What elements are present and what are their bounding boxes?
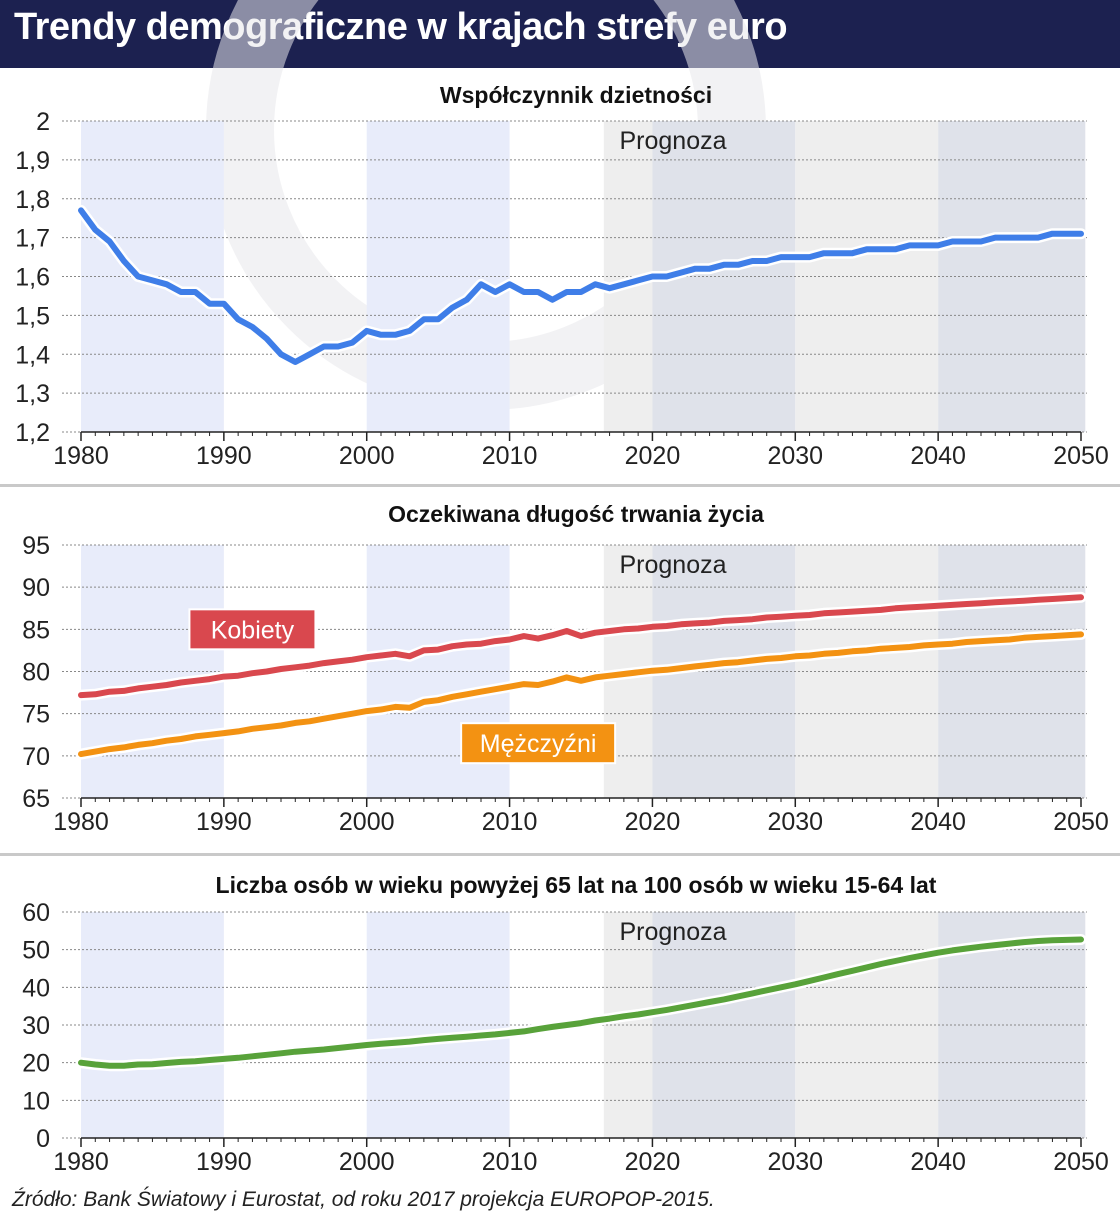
y-tick-label: 1,5 <box>15 302 50 330</box>
y-tick-label: 40 <box>22 974 50 1002</box>
y-tick-label: 20 <box>22 1050 50 1078</box>
x-tick-label: 2050 <box>1053 1148 1109 1176</box>
y-tick-label: 50 <box>22 937 50 965</box>
y-tick-label: 75 <box>22 701 50 729</box>
series-line <box>78 594 1084 699</box>
x-tick-label: 2020 <box>625 442 681 470</box>
series-line <box>78 207 1084 365</box>
x-tick-label: 1990 <box>196 808 252 836</box>
x-tick-label: 2040 <box>910 1148 966 1176</box>
series-line <box>78 631 1084 758</box>
y-tick-label: 30 <box>22 1012 50 1040</box>
y-tick-label: 80 <box>22 659 50 687</box>
y-tick-label: 0 <box>36 1125 50 1153</box>
x-tick-label: 2010 <box>482 1148 538 1176</box>
y-tick-label: 60 <box>22 899 50 927</box>
forecast-label: Prognoza <box>619 551 726 579</box>
x-tick-label: 2010 <box>482 442 538 470</box>
chart-title: Współczynnik dzietności <box>440 82 712 108</box>
chart-title: Oczekiwana długość trwania życia <box>388 501 764 527</box>
y-tick-label: 10 <box>22 1087 50 1115</box>
panel-separator <box>0 484 1120 487</box>
y-tick-label: 1,8 <box>15 186 50 214</box>
x-tick-label: 2030 <box>767 808 823 836</box>
chart-panel-1: 1,2 1,3 1,4 1,5 1,6 1,7 1,8 1,9 2 1980 1990 2000 201… <box>15 82 1109 470</box>
series-label: Mężczyźni <box>480 730 597 758</box>
x-tick-label: 2030 <box>767 442 823 470</box>
series-label-box <box>188 608 317 651</box>
y-tick-label: 1,7 <box>15 225 50 253</box>
x-tick-label: 1980 <box>53 442 109 470</box>
chart-panel-2: 65 70 75 80 85 90 95 1980 1990 2000 2010 2020 2030 20… <box>0 484 1120 836</box>
y-tick-label: 70 <box>22 743 50 771</box>
series-line <box>78 936 1084 1069</box>
y-tick-label: 85 <box>22 616 50 644</box>
x-tick-label: 2010 <box>482 808 538 836</box>
source-note: Źródło: Bank Światowy i Eurostat, od rok… <box>12 1188 715 1211</box>
y-tick-label: 90 <box>22 574 50 602</box>
x-tick-label: 1980 <box>53 808 109 836</box>
x-tick-label: 1990 <box>196 442 252 470</box>
series-label-box <box>460 722 617 765</box>
background-band <box>81 545 224 798</box>
y-tick-label: 1,3 <box>15 380 50 408</box>
forecast-label: Prognoza <box>619 127 726 155</box>
y-tick-label: 95 <box>22 532 50 560</box>
x-tick-label: 2020 <box>625 1148 681 1176</box>
y-tick-label: 1,2 <box>15 419 50 447</box>
y-tick-label: 65 <box>22 785 50 813</box>
x-tick-label: 2040 <box>910 808 966 836</box>
x-tick-label: 2000 <box>339 442 395 470</box>
x-tick-label: 2050 <box>1053 442 1109 470</box>
x-tick-label: 2000 <box>339 1148 395 1176</box>
y-tick-label: 1,6 <box>15 264 50 292</box>
x-tick-label: 2020 <box>625 808 681 836</box>
x-tick-label: 2050 <box>1053 808 1109 836</box>
series-label: Kobiety <box>211 616 295 644</box>
y-tick-label: 2 <box>36 108 50 136</box>
x-tick-label: 1980 <box>53 1148 109 1176</box>
chart-title: Liczba osób w wieku powyżej 65 lat na 10… <box>216 872 937 898</box>
y-tick-label: 1,9 <box>15 147 50 175</box>
x-tick-label: 1990 <box>196 1148 252 1176</box>
panel-separator <box>0 853 1120 856</box>
x-tick-label: 2030 <box>767 1148 823 1176</box>
forecast-label: Prognoza <box>619 918 726 946</box>
background-band <box>81 912 224 1138</box>
x-tick-label: 2040 <box>910 442 966 470</box>
x-tick-label: 2000 <box>339 808 395 836</box>
y-tick-label: 1,4 <box>15 341 50 369</box>
